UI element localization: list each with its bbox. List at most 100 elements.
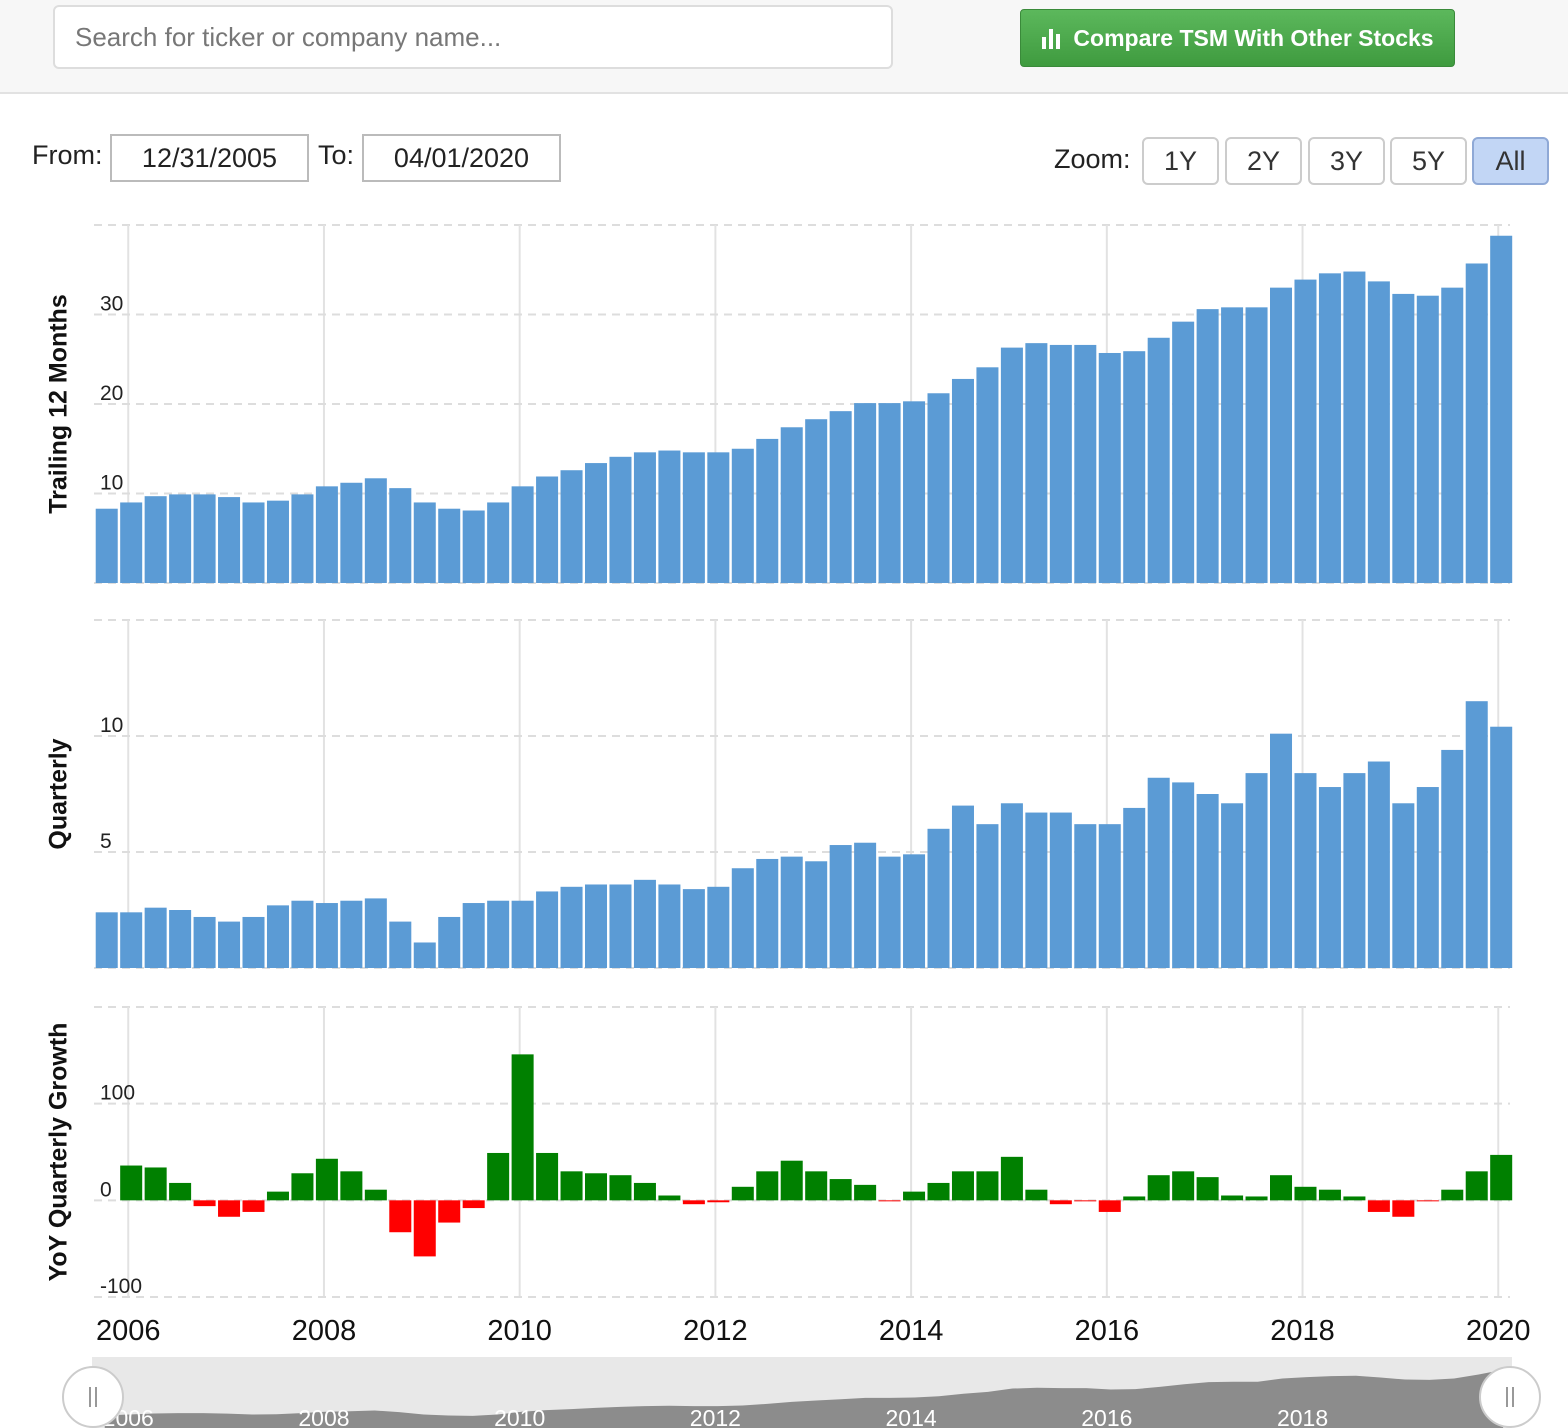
bar [1147, 1175, 1170, 1201]
bar [829, 1179, 852, 1201]
bar [315, 903, 338, 968]
bar [95, 508, 118, 583]
bar [976, 1171, 999, 1201]
bar [829, 845, 852, 968]
zoom-button[interactable]: 5Y [1390, 137, 1467, 185]
bar [1490, 726, 1513, 968]
bar [633, 879, 656, 968]
bar [1367, 761, 1390, 968]
bar [927, 1182, 950, 1201]
from-input[interactable]: 12/31/2005 [110, 134, 309, 182]
bar [95, 912, 118, 968]
x-tick-label: 2020 [1466, 1315, 1531, 1347]
bar [1465, 701, 1488, 968]
search-input[interactable]: Search for ticker or company name... [53, 5, 893, 69]
zoom-button[interactable]: 3Y [1308, 137, 1385, 185]
bar [291, 494, 314, 583]
top-bar: Search for ticker or company name... Com… [0, 0, 1568, 94]
bar [609, 1175, 632, 1201]
bar [536, 891, 559, 968]
bar [1196, 1177, 1219, 1201]
bar [487, 502, 510, 583]
bar [144, 1167, 167, 1201]
bar [144, 907, 167, 968]
bar [438, 1200, 461, 1223]
bar [1318, 273, 1341, 583]
zoom-button[interactable]: 2Y [1225, 137, 1302, 185]
bar [1392, 293, 1415, 583]
bar [1367, 281, 1390, 583]
bar [291, 1173, 314, 1201]
bar [1270, 1175, 1293, 1201]
bar [1245, 307, 1268, 583]
x-tick-label: 2016 [1075, 1315, 1140, 1347]
bar [1025, 1189, 1048, 1201]
bar [951, 378, 974, 583]
bar [731, 1186, 754, 1201]
bar [1123, 351, 1146, 583]
x-tick-label: 2014 [879, 1315, 944, 1347]
bar [903, 854, 926, 968]
compare-button[interactable]: Compare TSM With Other Stocks [1020, 9, 1455, 67]
bar [1049, 812, 1072, 968]
bar [511, 486, 534, 583]
bar [609, 884, 632, 968]
bar [266, 1191, 289, 1201]
bar [1221, 803, 1244, 968]
bar [169, 1182, 192, 1201]
bar [707, 1200, 730, 1203]
navigator-handle[interactable] [62, 1366, 124, 1428]
bar [1074, 824, 1097, 968]
bar [682, 1200, 705, 1205]
bar [364, 1189, 387, 1201]
zoom-button[interactable]: 1Y [1142, 137, 1219, 185]
x-tick-label: 2010 [487, 1315, 552, 1347]
navigator-label: 2008 [298, 1405, 349, 1428]
bar [1270, 733, 1293, 968]
bar [633, 452, 656, 583]
x-tick-label: 2006 [96, 1315, 161, 1347]
bar [1172, 1171, 1195, 1201]
bar [291, 900, 314, 968]
bar [1025, 343, 1048, 583]
bar [536, 476, 559, 583]
bar [487, 1152, 510, 1201]
bar [1416, 295, 1439, 583]
bar [1441, 1189, 1464, 1201]
bar [340, 900, 363, 968]
bar [805, 1171, 828, 1201]
bar [1294, 773, 1317, 968]
bar [438, 916, 461, 968]
navigator-label: 2014 [886, 1405, 937, 1428]
navigator-label: 2010 [494, 1405, 545, 1428]
bar [1098, 352, 1121, 583]
zoom-button[interactable]: All [1472, 137, 1549, 185]
bar [1465, 263, 1488, 583]
bar [1049, 1200, 1072, 1205]
bar [218, 1200, 241, 1217]
bar [1294, 279, 1317, 583]
bar [340, 482, 363, 583]
bar [756, 1171, 779, 1201]
bar [780, 856, 803, 968]
bar [1123, 1196, 1146, 1201]
navigator-label: 2018 [1277, 1405, 1328, 1428]
bar [780, 427, 803, 583]
bar [585, 463, 608, 583]
bar [707, 452, 730, 583]
bar [903, 1191, 926, 1201]
bar [1000, 347, 1023, 583]
bar [707, 886, 730, 968]
bar [144, 496, 167, 583]
bar [780, 1160, 803, 1201]
bar [1294, 1186, 1317, 1201]
bar [1416, 787, 1439, 968]
bar [169, 910, 192, 968]
to-input[interactable]: 04/01/2020 [362, 134, 561, 182]
bar [1343, 773, 1366, 968]
navigator-handle[interactable] [1479, 1366, 1541, 1428]
bar [193, 916, 216, 968]
bar [976, 824, 999, 968]
bar [242, 1200, 265, 1212]
